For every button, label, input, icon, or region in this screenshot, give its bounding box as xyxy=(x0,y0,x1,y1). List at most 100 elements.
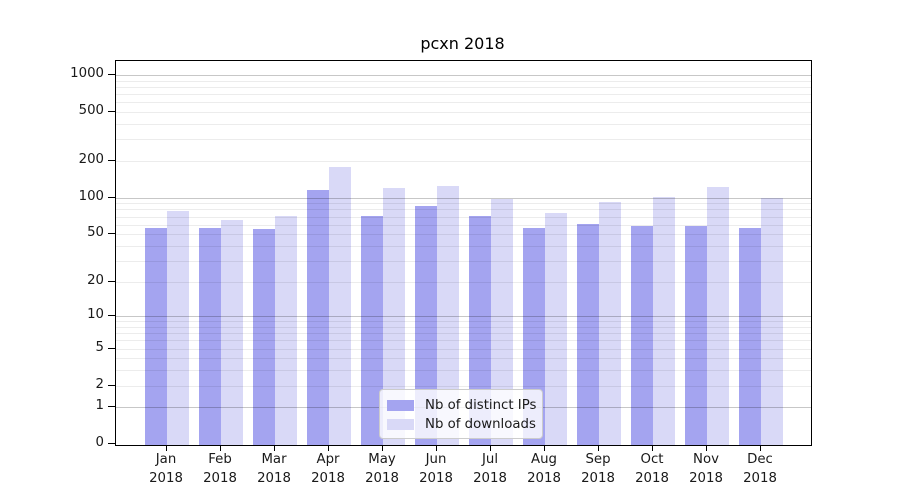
gridline-minor xyxy=(116,348,811,350)
gridline-minor xyxy=(116,80,811,82)
x-axis-tick xyxy=(328,445,330,451)
x-axis-tick xyxy=(274,445,276,451)
y-axis-tick xyxy=(108,111,115,113)
bar-distinct-ips xyxy=(252,229,275,445)
gridline-major xyxy=(116,197,811,199)
y-tick-label: 1000 xyxy=(70,66,104,81)
x-axis-tick xyxy=(598,445,600,451)
bar-downloads xyxy=(167,211,190,445)
gridline-minor xyxy=(116,102,811,104)
gridline-minor xyxy=(116,216,811,218)
gridline-minor xyxy=(116,340,811,342)
bar-distinct-ips xyxy=(198,228,221,445)
x-tick-label: Oct 2018 xyxy=(635,452,669,486)
bar-distinct-ips xyxy=(144,228,167,445)
y-axis-tick xyxy=(108,280,115,282)
legend-item-distinct-ips: Nb of distinct IPs xyxy=(387,396,537,415)
y-tick-label: 2 xyxy=(95,376,104,392)
legend-swatch-distinct-ips-icon xyxy=(387,400,414,411)
x-axis-tick xyxy=(382,445,384,451)
bar-distinct-ips xyxy=(414,206,437,445)
gridline-minor xyxy=(116,370,811,372)
bar-distinct-ips xyxy=(360,215,383,445)
y-axis-tick xyxy=(108,406,115,408)
y-axis-tick xyxy=(108,443,115,445)
x-axis-tick xyxy=(220,445,222,451)
gridline-minor xyxy=(116,139,811,141)
x-axis-tick xyxy=(760,445,762,451)
gridline-minor xyxy=(116,326,811,328)
x-axis-tick xyxy=(436,445,438,451)
legend: Nb of distinct IPs Nb of downloads xyxy=(379,389,543,439)
bar-distinct-ips xyxy=(576,223,599,445)
gridline-minor xyxy=(116,86,811,88)
bar-distinct-ips xyxy=(738,228,761,445)
x-tick-label: Jul 2018 xyxy=(473,452,507,486)
y-axis-tick xyxy=(108,347,115,349)
legend-label-downloads: Nb of downloads xyxy=(425,417,536,432)
y-axis-tick xyxy=(108,384,115,386)
gridline-minor xyxy=(116,281,811,283)
gridline-minor xyxy=(116,358,811,360)
gridline-major xyxy=(116,316,811,318)
gridline-minor xyxy=(116,112,811,113)
gridline-minor xyxy=(116,234,811,236)
bar-downloads xyxy=(707,186,730,445)
gridline-major xyxy=(116,75,811,76)
bar-downloads xyxy=(653,196,676,445)
x-tick-label: Jun 2018 xyxy=(419,452,453,486)
gridline-minor xyxy=(116,209,811,211)
legend-label-distinct-ips: Nb of distinct IPs xyxy=(425,398,537,413)
x-tick-label: Nov 2018 xyxy=(689,452,723,486)
bar-downloads xyxy=(761,198,784,445)
bar-distinct-ips xyxy=(684,225,707,445)
x-tick-label: Dec 2018 xyxy=(743,452,777,486)
y-tick-label: 500 xyxy=(78,103,104,118)
gridline-minor xyxy=(116,321,811,323)
y-tick-label: 0 xyxy=(95,435,104,451)
gridline-minor xyxy=(116,203,811,205)
x-axis-tick xyxy=(652,445,654,451)
y-tick-label: 5 xyxy=(95,339,104,355)
y-tick-label: 20 xyxy=(87,272,104,288)
x-tick-label: Feb 2018 xyxy=(203,452,237,486)
legend-item-downloads: Nb of downloads xyxy=(387,415,536,434)
x-tick-label: Aug 2018 xyxy=(527,452,561,486)
gridline-minor xyxy=(116,385,811,387)
gridline-minor xyxy=(116,333,811,335)
bar-downloads xyxy=(545,212,568,445)
y-tick-label: 50 xyxy=(87,225,104,241)
gridline-minor xyxy=(116,160,811,162)
bar-downloads xyxy=(329,166,352,445)
gridline-minor xyxy=(116,245,811,247)
bar-downloads xyxy=(491,198,514,445)
y-tick-label: 1 xyxy=(95,398,104,414)
bar-distinct-ips xyxy=(306,189,329,445)
gridline-minor xyxy=(116,94,811,96)
chart-title: pcxn 2018 xyxy=(420,34,505,53)
y-axis-tick xyxy=(108,74,115,76)
bar-distinct-ips xyxy=(630,226,653,445)
bar-distinct-ips xyxy=(468,215,491,445)
bar-downloads xyxy=(437,185,460,445)
x-tick-label: Mar 2018 xyxy=(257,452,291,486)
bar-downloads xyxy=(599,202,622,445)
y-tick-label: 10 xyxy=(87,307,104,323)
x-tick-label: Apr 2018 xyxy=(311,452,345,486)
x-tick-label: Sep 2018 xyxy=(581,452,615,486)
x-tick-label: Jan 2018 xyxy=(149,452,183,486)
x-axis-tick xyxy=(490,445,492,451)
gridline-minor xyxy=(116,260,811,262)
legend-swatch-downloads-icon xyxy=(387,419,414,430)
y-axis-tick xyxy=(108,315,115,317)
y-tick-label: 200 xyxy=(78,151,104,167)
y-tick-label: 100 xyxy=(78,188,104,204)
gridline-minor xyxy=(116,224,811,226)
y-axis-tick xyxy=(108,233,115,235)
bar-downloads xyxy=(383,188,406,445)
y-axis-tick xyxy=(108,159,115,161)
y-axis-tick xyxy=(108,196,115,198)
x-tick-label: May 2018 xyxy=(365,452,399,486)
x-axis-tick xyxy=(706,445,708,451)
